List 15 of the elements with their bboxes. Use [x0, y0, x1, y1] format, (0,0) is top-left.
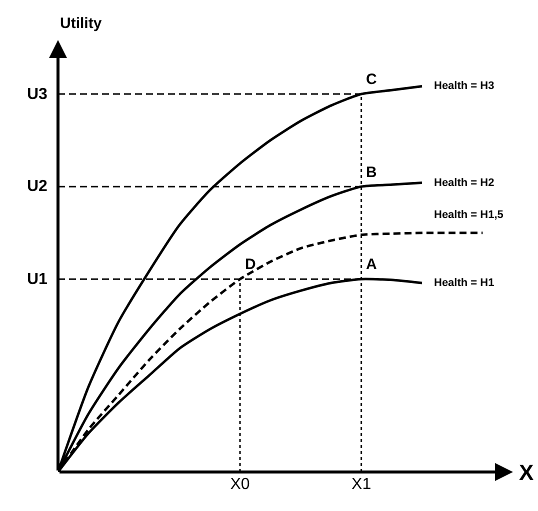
x-axis-title: X	[519, 460, 534, 485]
y-axis-title: Utility	[60, 15, 102, 32]
series-label: Health = H3	[434, 80, 494, 92]
series-label: Health = H1	[434, 277, 494, 289]
x-tick-label: X1	[352, 476, 372, 493]
x-tick-label: X0	[230, 476, 250, 493]
annotation: D	[245, 256, 256, 273]
series-label: Health = H1,5	[434, 209, 504, 221]
annotation: B	[366, 164, 377, 181]
ref-line-label: U1	[27, 271, 48, 288]
ref-line-label: U3	[27, 86, 48, 103]
annotation: C	[366, 71, 377, 88]
annotation: A	[366, 256, 377, 273]
ref-line-label: U2	[27, 178, 48, 195]
series-label: Health = H2	[434, 177, 494, 189]
